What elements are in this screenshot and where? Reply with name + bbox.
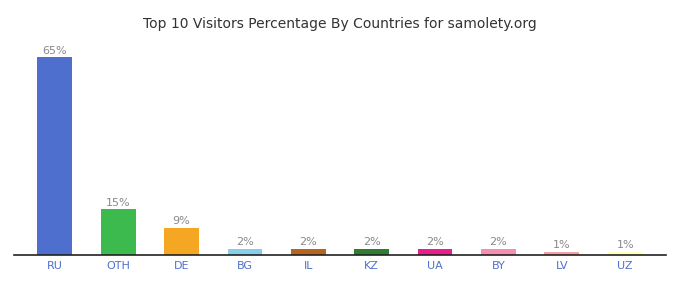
Text: 2%: 2%: [490, 237, 507, 248]
Bar: [164, 228, 199, 255]
Text: 2%: 2%: [363, 237, 381, 248]
Bar: [354, 249, 389, 255]
Text: 65%: 65%: [42, 46, 67, 56]
Bar: [418, 249, 452, 255]
Text: 1%: 1%: [616, 240, 634, 250]
Bar: [545, 252, 579, 255]
Bar: [101, 209, 135, 255]
Text: 2%: 2%: [299, 237, 317, 248]
Text: 2%: 2%: [426, 237, 444, 248]
Text: 1%: 1%: [553, 240, 571, 250]
Bar: [481, 249, 516, 255]
Bar: [228, 249, 262, 255]
Text: 2%: 2%: [236, 237, 254, 248]
Text: 15%: 15%: [106, 198, 131, 208]
Title: Top 10 Visitors Percentage By Countries for samolety.org: Top 10 Visitors Percentage By Countries …: [143, 17, 537, 31]
Text: 9%: 9%: [173, 216, 190, 226]
Bar: [291, 249, 326, 255]
Bar: [37, 57, 72, 255]
Bar: [608, 252, 643, 255]
